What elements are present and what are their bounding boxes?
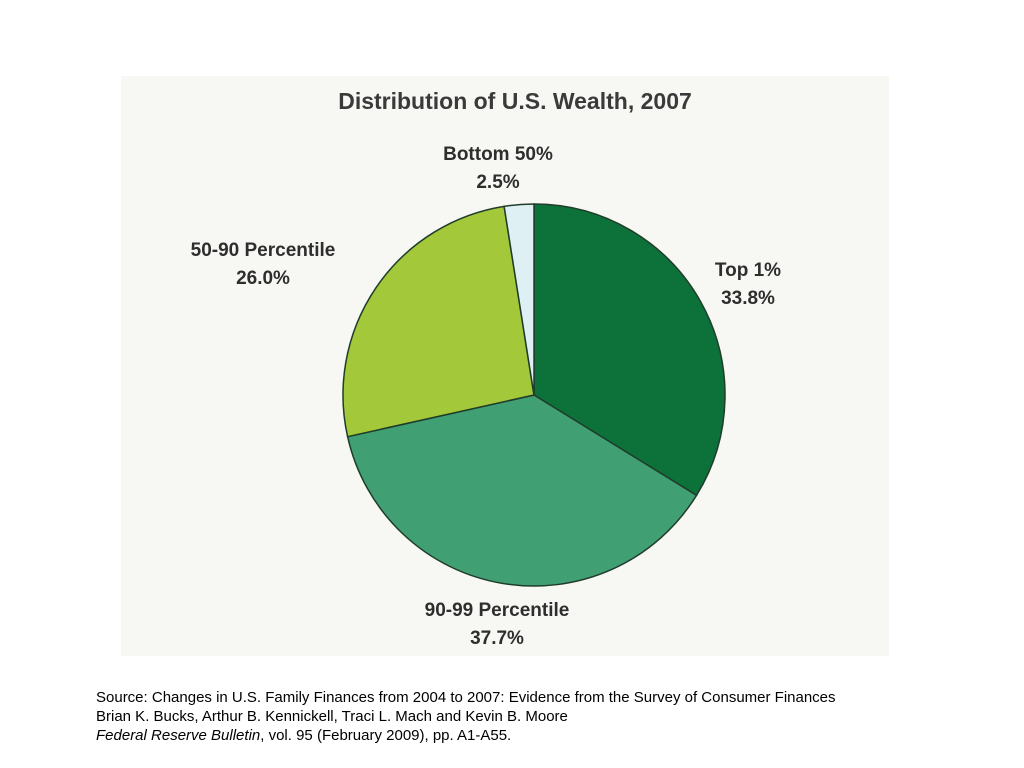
slice-top-1	[533, 203, 726, 497]
slice-label-bottom-50: Bottom 50%	[443, 144, 553, 165]
slice-value-90-99: 37.7%	[470, 628, 524, 649]
source-line-3: Federal Reserve Bulletin, vol. 95 (Febru…	[96, 726, 996, 745]
pie-chart: Distribution of U.S. Wealth, 2007 Bottom…	[191, 88, 782, 649]
slice-value-bottom-50: 2.5%	[476, 172, 519, 193]
slice-50-90	[342, 205, 535, 438]
slice-label-50-90: 50-90 Percentile	[191, 240, 336, 261]
pie-slices	[342, 203, 726, 587]
source-line-1: Source: Changes in U.S. Family Finances …	[96, 689, 836, 706]
slice-value-50-90: 26.0%	[236, 268, 290, 289]
slice-value-top-1: 33.8%	[721, 288, 775, 309]
source-line-2: Brian K. Bucks, Arthur B. Kennickell, Tr…	[96, 708, 568, 725]
chart-title: Distribution of U.S. Wealth, 2007	[338, 88, 692, 114]
source-citation: Source: Changes in U.S. Family Finances …	[96, 688, 996, 745]
slice-label-90-99: 90-99 Percentile	[425, 600, 570, 621]
journal-details: , vol. 95 (February 2009), pp. A1-A55.	[260, 727, 512, 744]
slice-bottom-50	[503, 203, 535, 396]
slice-label-top-1: Top 1%	[715, 260, 781, 281]
journal-name: Federal Reserve Bulletin	[96, 727, 261, 744]
chart-panel: Distribution of U.S. Wealth, 2007 Bottom…	[121, 76, 889, 656]
slice-90-99	[346, 394, 698, 587]
